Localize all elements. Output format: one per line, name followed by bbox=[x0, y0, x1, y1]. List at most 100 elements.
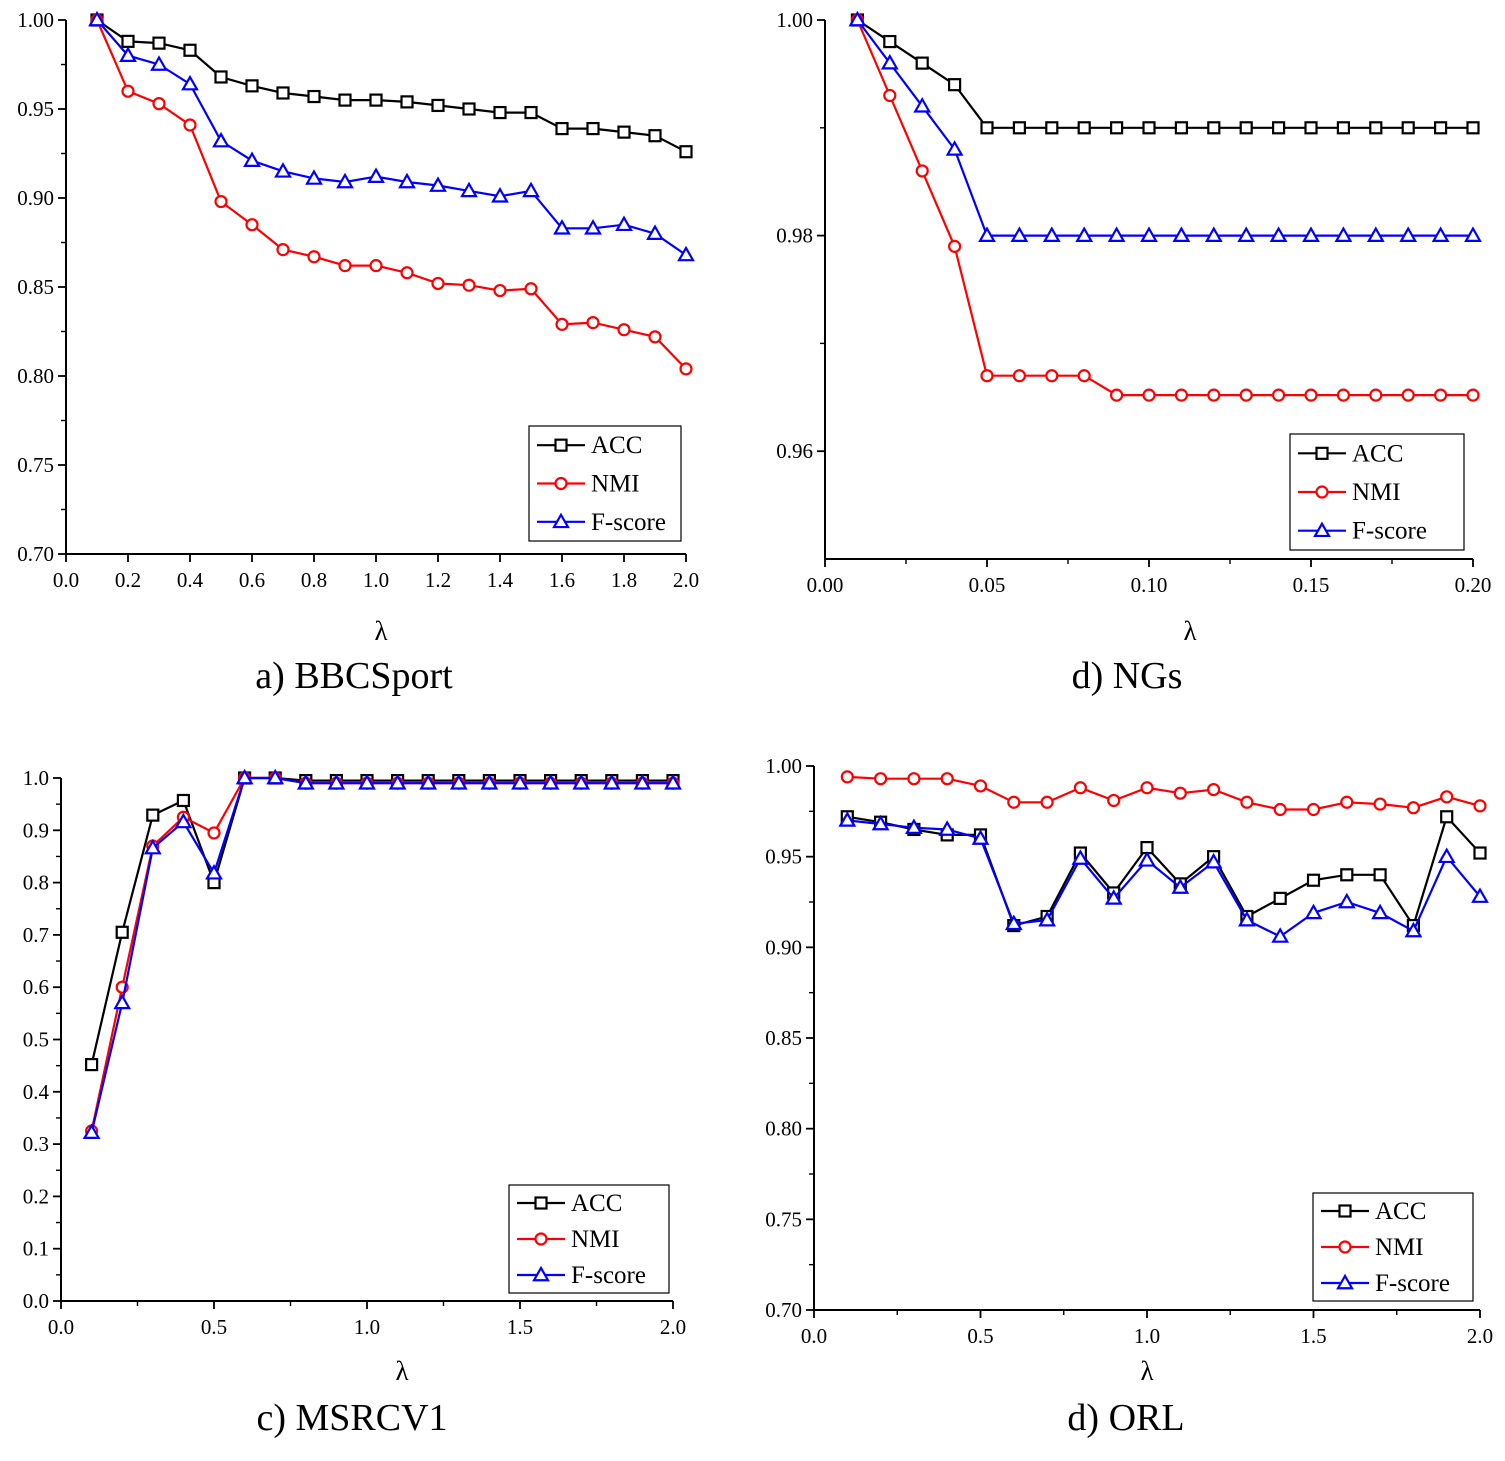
series-fscore bbox=[848, 10, 1482, 242]
data-point bbox=[400, 95, 414, 109]
series-fscore bbox=[88, 10, 695, 262]
legend-item: NMI bbox=[537, 471, 640, 498]
data-point bbox=[243, 151, 261, 167]
data-point bbox=[646, 224, 664, 240]
series-fscore bbox=[838, 811, 1489, 943]
data-point bbox=[586, 121, 600, 136]
data-point bbox=[121, 84, 135, 98]
data-point bbox=[207, 826, 221, 840]
data-point bbox=[1140, 781, 1154, 795]
data-point bbox=[880, 53, 899, 70]
data-point bbox=[1071, 849, 1090, 865]
data-point bbox=[1171, 878, 1190, 894]
x-tick-label: 0.0 bbox=[48, 1315, 74, 1339]
y-tick-label: 0.95 bbox=[765, 845, 802, 869]
legend-marker bbox=[1315, 485, 1329, 499]
x-tick-label: 0.0 bbox=[53, 568, 79, 592]
data-point bbox=[1306, 873, 1321, 887]
data-point bbox=[1306, 802, 1321, 817]
data-point bbox=[522, 181, 540, 198]
axes: 0.70 0.75 0.80 0.85 0.90 0.95 1.00 0.0 0.2 0.4 0.6… bbox=[17, 8, 699, 592]
data-point bbox=[183, 43, 197, 57]
data-point bbox=[245, 79, 259, 93]
y-tick-label: 1.00 bbox=[765, 754, 802, 778]
x-tick-label: 1.8 bbox=[611, 568, 637, 592]
legend-marker bbox=[554, 438, 568, 452]
legend-item: F-score bbox=[537, 509, 666, 536]
legend-label: ACC bbox=[571, 1190, 622, 1217]
data-point bbox=[1437, 847, 1456, 864]
x-tick-label: 1.0 bbox=[1134, 1324, 1160, 1348]
data-point bbox=[1337, 892, 1356, 909]
data-point bbox=[524, 105, 538, 120]
data-point bbox=[1401, 388, 1415, 402]
panel-caption: c) MSRCV1 bbox=[256, 1397, 447, 1439]
x-tick-label: 0.8 bbox=[301, 568, 327, 592]
legend: ACC NMI F-score bbox=[1312, 1192, 1474, 1302]
y-tick-label: 0.4 bbox=[23, 1080, 50, 1104]
legend-marker bbox=[1336, 1273, 1354, 1290]
data-point bbox=[119, 46, 137, 62]
data-point bbox=[1042, 226, 1061, 242]
y-tick-label: 1.0 bbox=[23, 766, 49, 790]
data-point bbox=[913, 97, 932, 113]
data-point bbox=[907, 772, 921, 786]
legend-item: NMI bbox=[517, 1226, 620, 1253]
data-point bbox=[1204, 226, 1223, 242]
data-point bbox=[1010, 226, 1029, 242]
data-point bbox=[449, 774, 468, 790]
data-point bbox=[1473, 799, 1487, 813]
data-point bbox=[947, 239, 962, 253]
data-point bbox=[462, 278, 476, 292]
data-point bbox=[1273, 891, 1287, 905]
data-point bbox=[1173, 786, 1187, 800]
data-point bbox=[1073, 781, 1088, 795]
panel-ngs: 0.96 0.98 1.00 0.00 0.05 0.10 0.15 0.20 λ ACC NMI F… bbox=[776, 8, 1491, 697]
data-point bbox=[602, 774, 621, 790]
data-point bbox=[1302, 226, 1320, 242]
data-point bbox=[905, 818, 923, 835]
data-point bbox=[431, 98, 445, 113]
data-point bbox=[276, 243, 290, 257]
data-point bbox=[555, 317, 569, 331]
legend-label: NMI bbox=[1375, 1234, 1424, 1261]
legend-item: ACC bbox=[1298, 440, 1403, 467]
x-tick-label: 1.5 bbox=[1300, 1324, 1326, 1348]
data-point bbox=[524, 282, 538, 296]
legend-marker bbox=[534, 1196, 548, 1210]
data-point bbox=[1207, 388, 1221, 402]
data-point bbox=[1369, 121, 1383, 135]
data-point bbox=[1012, 369, 1027, 383]
data-point bbox=[369, 93, 383, 107]
series-nmi bbox=[84, 771, 680, 1138]
data-point bbox=[1172, 226, 1191, 242]
legend-item: F-score bbox=[1321, 1270, 1450, 1297]
legend-marker bbox=[1338, 1204, 1352, 1218]
data-point bbox=[1237, 226, 1256, 242]
panel-bbcsport: 0.70 0.75 0.80 0.85 0.90 0.95 1.00 0.0 0.2 0.4 0.6… bbox=[17, 8, 699, 697]
series-line bbox=[856, 19, 1473, 237]
data-point bbox=[150, 55, 168, 71]
x-tick-label: 0.10 bbox=[1131, 573, 1168, 597]
y-tick-label: 0.96 bbox=[776, 439, 813, 463]
data-point bbox=[1012, 121, 1027, 135]
data-point bbox=[1077, 369, 1091, 383]
x-tick-label: 0.5 bbox=[201, 1315, 227, 1339]
data-point bbox=[679, 362, 693, 376]
data-point bbox=[973, 779, 988, 793]
data-point bbox=[174, 812, 193, 829]
data-point bbox=[617, 125, 631, 139]
data-point bbox=[617, 323, 631, 337]
data-point bbox=[176, 793, 190, 808]
data-point bbox=[1271, 927, 1290, 943]
series-nmi bbox=[850, 13, 1480, 402]
data-point bbox=[1107, 226, 1126, 242]
data-point bbox=[367, 167, 385, 183]
data-point bbox=[871, 814, 890, 831]
data-point bbox=[940, 772, 954, 786]
legend-item: NMI bbox=[1298, 479, 1401, 506]
data-point bbox=[214, 194, 228, 209]
panel-caption: a) BBCSport bbox=[255, 655, 453, 697]
data-point bbox=[584, 219, 602, 235]
data-point bbox=[1240, 795, 1254, 809]
